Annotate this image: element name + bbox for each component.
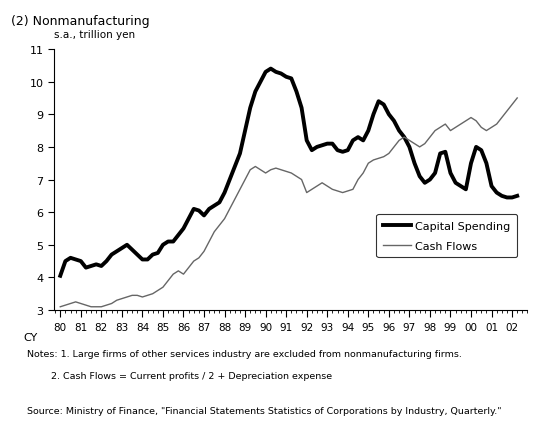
Cash Flows [447,128,454,134]
Line: Capital Spending: Capital Spending [60,69,517,276]
Text: s.a., trillion yen: s.a., trillion yen [54,30,135,39]
Cash Flows [493,122,500,128]
Text: 2. Cash Flows = Current profits / 2 + Depreciation expense: 2. Cash Flows = Current profits / 2 + De… [27,371,332,380]
Capital Spending [118,246,125,251]
Cash Flows [514,96,520,101]
Capital Spending [196,208,202,214]
Capital Spending [267,67,274,72]
Cash Flows [437,125,444,131]
Capital Spending [499,194,505,199]
Line: Cash Flows: Cash Flows [60,99,517,307]
Text: CY: CY [23,332,37,342]
Capital Spending [452,181,459,186]
Capital Spending [380,102,387,108]
Cash Flows [375,156,382,161]
Capital Spending [57,273,63,279]
Legend: Capital Spending, Cash Flows: Capital Spending, Cash Flows [377,215,517,258]
Text: Notes: 1. Large firms of other services industry are excluded from nonmanufactur: Notes: 1. Large firms of other services … [27,349,462,358]
Text: (2) Nonmanufacturing: (2) Nonmanufacturing [11,15,149,28]
Cash Flows [57,305,63,310]
Capital Spending [514,194,520,199]
Text: Source: Ministry of Finance, "Financial Statements Statistics of Corporations by: Source: Ministry of Finance, "Financial … [27,406,502,415]
Cash Flows [118,296,125,302]
Cash Flows [196,256,202,261]
Capital Spending [442,150,448,155]
